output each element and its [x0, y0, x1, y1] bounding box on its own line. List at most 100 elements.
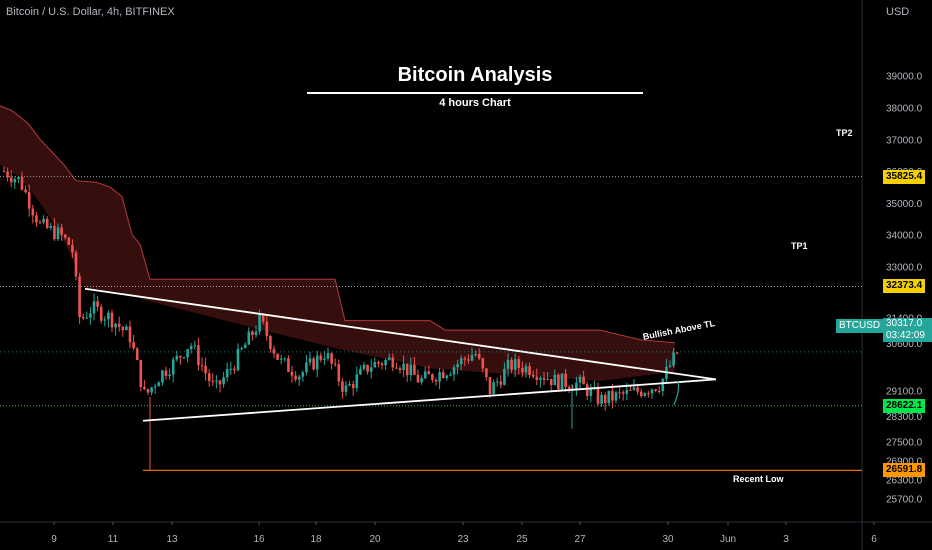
candle-body [549, 378, 553, 386]
x-tick-label: 6 [871, 534, 877, 545]
candle-body [495, 381, 499, 383]
candle-body [675, 352, 679, 354]
candle-body [89, 313, 92, 318]
candle-body [528, 366, 531, 375]
candle-body [168, 374, 171, 377]
candle-body [441, 372, 445, 378]
x-tick-label: 13 [166, 534, 178, 545]
candle-body [607, 390, 611, 404]
candle-body [639, 391, 643, 396]
candle-body [182, 357, 186, 359]
candle-body [254, 331, 258, 335]
candle-body [243, 344, 247, 349]
candle-body [564, 373, 567, 387]
candle-body [197, 345, 200, 366]
candle-body [49, 225, 53, 228]
x-tick-label: Jun [720, 534, 736, 545]
candle-body [193, 345, 197, 347]
candle-body [614, 392, 618, 401]
candle-body [661, 378, 665, 392]
candle-body [308, 358, 312, 363]
candle-body [294, 375, 297, 380]
resistance-cloud [0, 105, 675, 382]
candle-body [416, 374, 420, 383]
tp2-label: TP2 [836, 128, 853, 138]
tp1-label: TP1 [791, 241, 808, 251]
y-tick-label: 30600.0 [886, 339, 923, 350]
candle-body [420, 378, 423, 383]
candle-body [31, 208, 35, 216]
candle-body [161, 370, 164, 383]
candle-body [344, 385, 348, 392]
x-tick-label: 25 [516, 534, 528, 545]
candle-body [557, 374, 560, 390]
candle-body [333, 363, 337, 365]
candle-body [125, 326, 128, 331]
candle-body [380, 363, 384, 366]
candle-body [492, 382, 495, 395]
candle-body [402, 363, 405, 370]
candle-body [128, 326, 132, 343]
candle-body [445, 375, 449, 378]
x-tick-label: 18 [310, 534, 322, 545]
candle-body [20, 177, 24, 190]
candle-body [459, 358, 463, 365]
candle-body [585, 384, 589, 397]
candle-body [578, 376, 582, 383]
candle-body [99, 306, 103, 321]
candle-body [290, 371, 294, 376]
candle-body [204, 365, 207, 374]
candle-body [218, 380, 222, 385]
candle-body [341, 381, 344, 392]
candle-body [319, 355, 323, 360]
symbol-header: Bitcoin / U.S. Dollar, 4h, BITFINEX [6, 6, 175, 18]
candle-body [114, 323, 117, 328]
candle-body [488, 377, 492, 395]
candle-body [251, 331, 254, 335]
candle-body [323, 358, 326, 360]
y-tick-label: 27500.0 [886, 437, 923, 448]
candle-body [477, 353, 481, 359]
candle-body [654, 389, 657, 391]
candle-body [582, 376, 585, 385]
y-tick-label: 29100.0 [886, 387, 923, 398]
x-tick-label: 27 [574, 534, 586, 545]
y-tick-label: 37000.0 [886, 135, 923, 146]
candle-body [2, 171, 6, 173]
candle-body [481, 358, 485, 369]
candle-body [139, 360, 143, 387]
x-tick-label: 30 [662, 534, 674, 545]
candle-body [413, 364, 416, 375]
candle-body [438, 372, 441, 382]
x-tick-label: 16 [253, 534, 265, 545]
cloud-upper-edge [0, 105, 676, 344]
last-price-tag: 30317.0 03:42:09 [883, 318, 932, 342]
candle-body [27, 192, 31, 209]
candle-body [143, 386, 146, 390]
candle-body [672, 352, 675, 366]
candle-body [369, 367, 373, 372]
x-tick-label: 3 [783, 534, 789, 545]
candle-body [60, 227, 63, 235]
breakout-arrow [673, 380, 680, 406]
candle-body [279, 358, 283, 360]
candle-body [629, 389, 632, 391]
candle-body [351, 384, 355, 389]
candle-body [110, 312, 114, 328]
candle-body [567, 386, 571, 390]
currency-label: USD [886, 6, 910, 18]
candle-body [117, 323, 121, 327]
y-tick-label: 25700.0 [886, 495, 923, 506]
candle-body [546, 378, 549, 380]
y-tick-label: 34000.0 [886, 231, 923, 242]
candle-body [575, 382, 578, 391]
candle-body [517, 359, 521, 368]
candle-body [348, 384, 351, 386]
candle-body [513, 359, 517, 370]
candle-body [189, 346, 193, 350]
x-tick-label: 20 [369, 534, 381, 545]
recent-low-label: Recent Low [733, 474, 784, 484]
candle-body [74, 252, 78, 277]
